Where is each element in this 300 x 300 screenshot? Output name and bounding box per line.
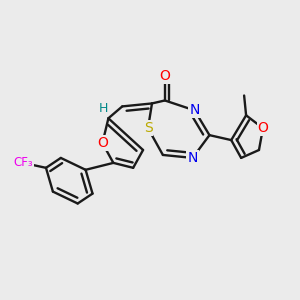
Text: O: O xyxy=(97,136,108,150)
Text: S: S xyxy=(144,121,152,135)
Text: H: H xyxy=(99,102,108,115)
Text: O: O xyxy=(257,121,268,135)
Text: O: O xyxy=(159,69,170,83)
Text: CF₃: CF₃ xyxy=(14,156,33,170)
Text: N: N xyxy=(188,151,198,165)
Text: N: N xyxy=(189,103,200,117)
